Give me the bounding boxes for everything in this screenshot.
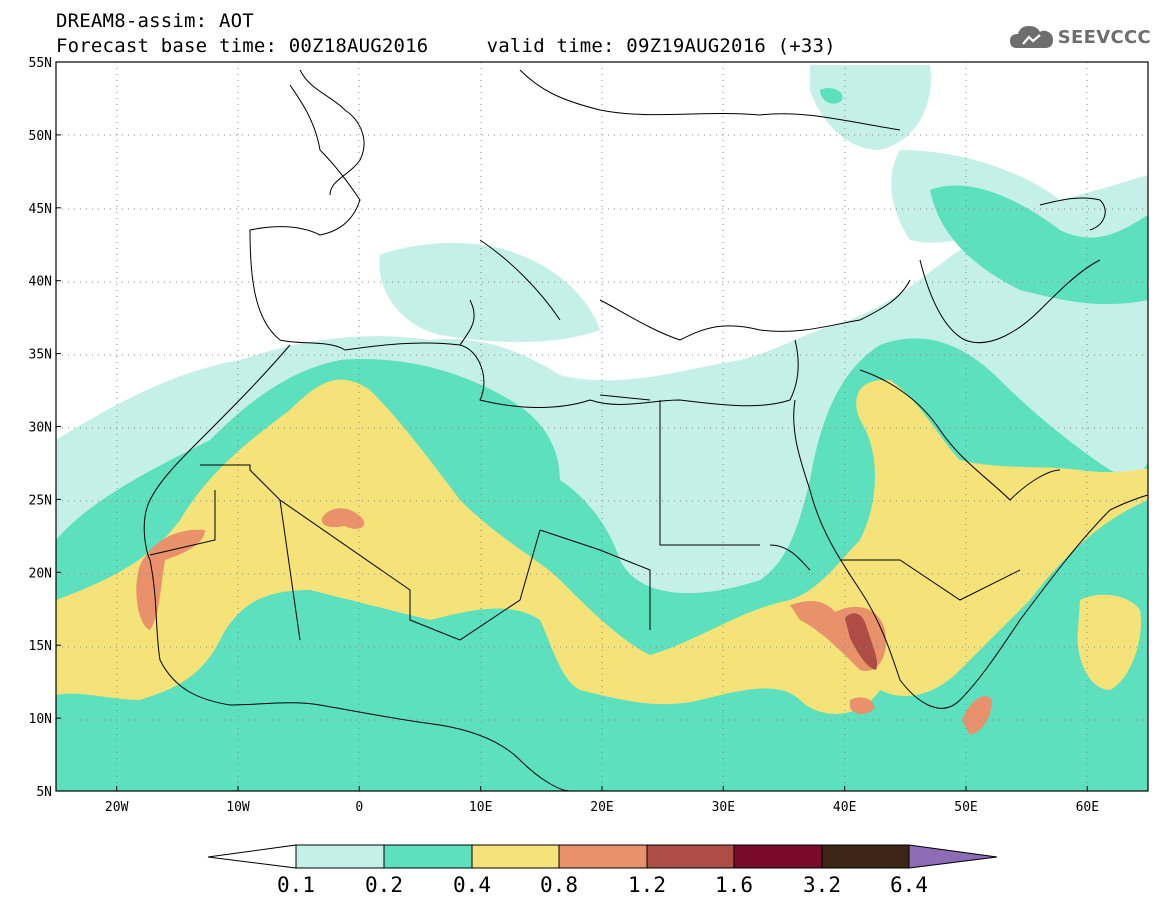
- lon-tick-label: 10E: [469, 800, 492, 815]
- lat-tick-label: 5N: [36, 785, 52, 800]
- lon-tick-label: 50E: [954, 800, 977, 815]
- aot-contour-1.2: [845, 613, 878, 670]
- colorbar-label: 6.4: [890, 873, 928, 897]
- colorbar-segment: [646, 844, 735, 869]
- aot-contour-0.4: [1077, 594, 1141, 690]
- logo-text: SEEVCCC: [1057, 26, 1151, 48]
- colorbar-label: 0.4: [453, 873, 491, 897]
- lat-tick-label: 35N: [29, 348, 52, 363]
- lat-tick-label: 30N: [29, 421, 52, 436]
- colorbar-label: 0.2: [365, 873, 403, 897]
- lon-tick-label: 20E: [590, 800, 613, 815]
- colorbar-segment: [383, 844, 473, 869]
- lat-tick-label: 40N: [29, 275, 52, 290]
- colorbar-segment: [733, 844, 823, 869]
- aot-contour-0.1: [810, 65, 931, 150]
- lat-tick-label: 55N: [29, 56, 52, 71]
- map-title: DREAM8-assim: AOT: [56, 10, 254, 32]
- aot-field: [56, 62, 1148, 791]
- colorbar-label: 1.6: [715, 873, 753, 897]
- colorbar: [207, 844, 998, 869]
- axis-ticks: 55N 50N 45N 40N 35N 30N 25N 20N 15N 10N 5N 20W 10W 0 1…: [29, 56, 1100, 815]
- lon-tick-label: 60E: [1076, 800, 1099, 815]
- lon-tick-label: 40E: [833, 800, 856, 815]
- aot-contour-0.2: [930, 185, 1148, 305]
- coastlines: [143, 69, 1148, 791]
- colorbar-under-arrow: [207, 844, 297, 869]
- lat-tick-label: 10N: [29, 712, 52, 727]
- colorbar-label: 3.2: [803, 873, 841, 897]
- cloud-icon: [1009, 26, 1053, 48]
- colorbar-segment: [558, 844, 648, 869]
- lat-tick-label: 20N: [29, 566, 52, 581]
- colorbar-segment: [821, 844, 910, 869]
- seevccc-logo: SEEVCCC: [1009, 22, 1151, 52]
- lon-tick-label: 0: [355, 800, 363, 815]
- colorbar-segment: [295, 844, 385, 869]
- lon-tick-label: 20W: [105, 800, 129, 815]
- aot-contour-0.8: [962, 696, 992, 735]
- colorbar-label: 1.2: [628, 873, 666, 897]
- lat-tick-label: 45N: [29, 202, 52, 217]
- lat-tick-label: 15N: [29, 639, 52, 654]
- aot-contour-0.2: [820, 88, 843, 104]
- lon-tick-label: 30E: [712, 800, 735, 815]
- aot-contour-0.8: [136, 529, 205, 630]
- colorbar-over-arrow: [908, 844, 998, 869]
- lat-tick-label: 50N: [29, 129, 52, 144]
- colorbar-segment: [471, 844, 560, 869]
- lon-tick-label: 10W: [226, 800, 250, 815]
- colorbar-label: 0.8: [540, 873, 578, 897]
- forecast-time-line: Forecast base time: 00Z18AUG2016 valid t…: [56, 35, 836, 57]
- aot-contour-0.8: [850, 697, 875, 714]
- aot-contour-0.1: [379, 242, 600, 342]
- graticule: [56, 62, 1148, 791]
- aot-contour-0.8: [321, 508, 365, 529]
- lat-tick-label: 25N: [29, 493, 52, 508]
- colorbar-label: 0.1: [277, 873, 315, 897]
